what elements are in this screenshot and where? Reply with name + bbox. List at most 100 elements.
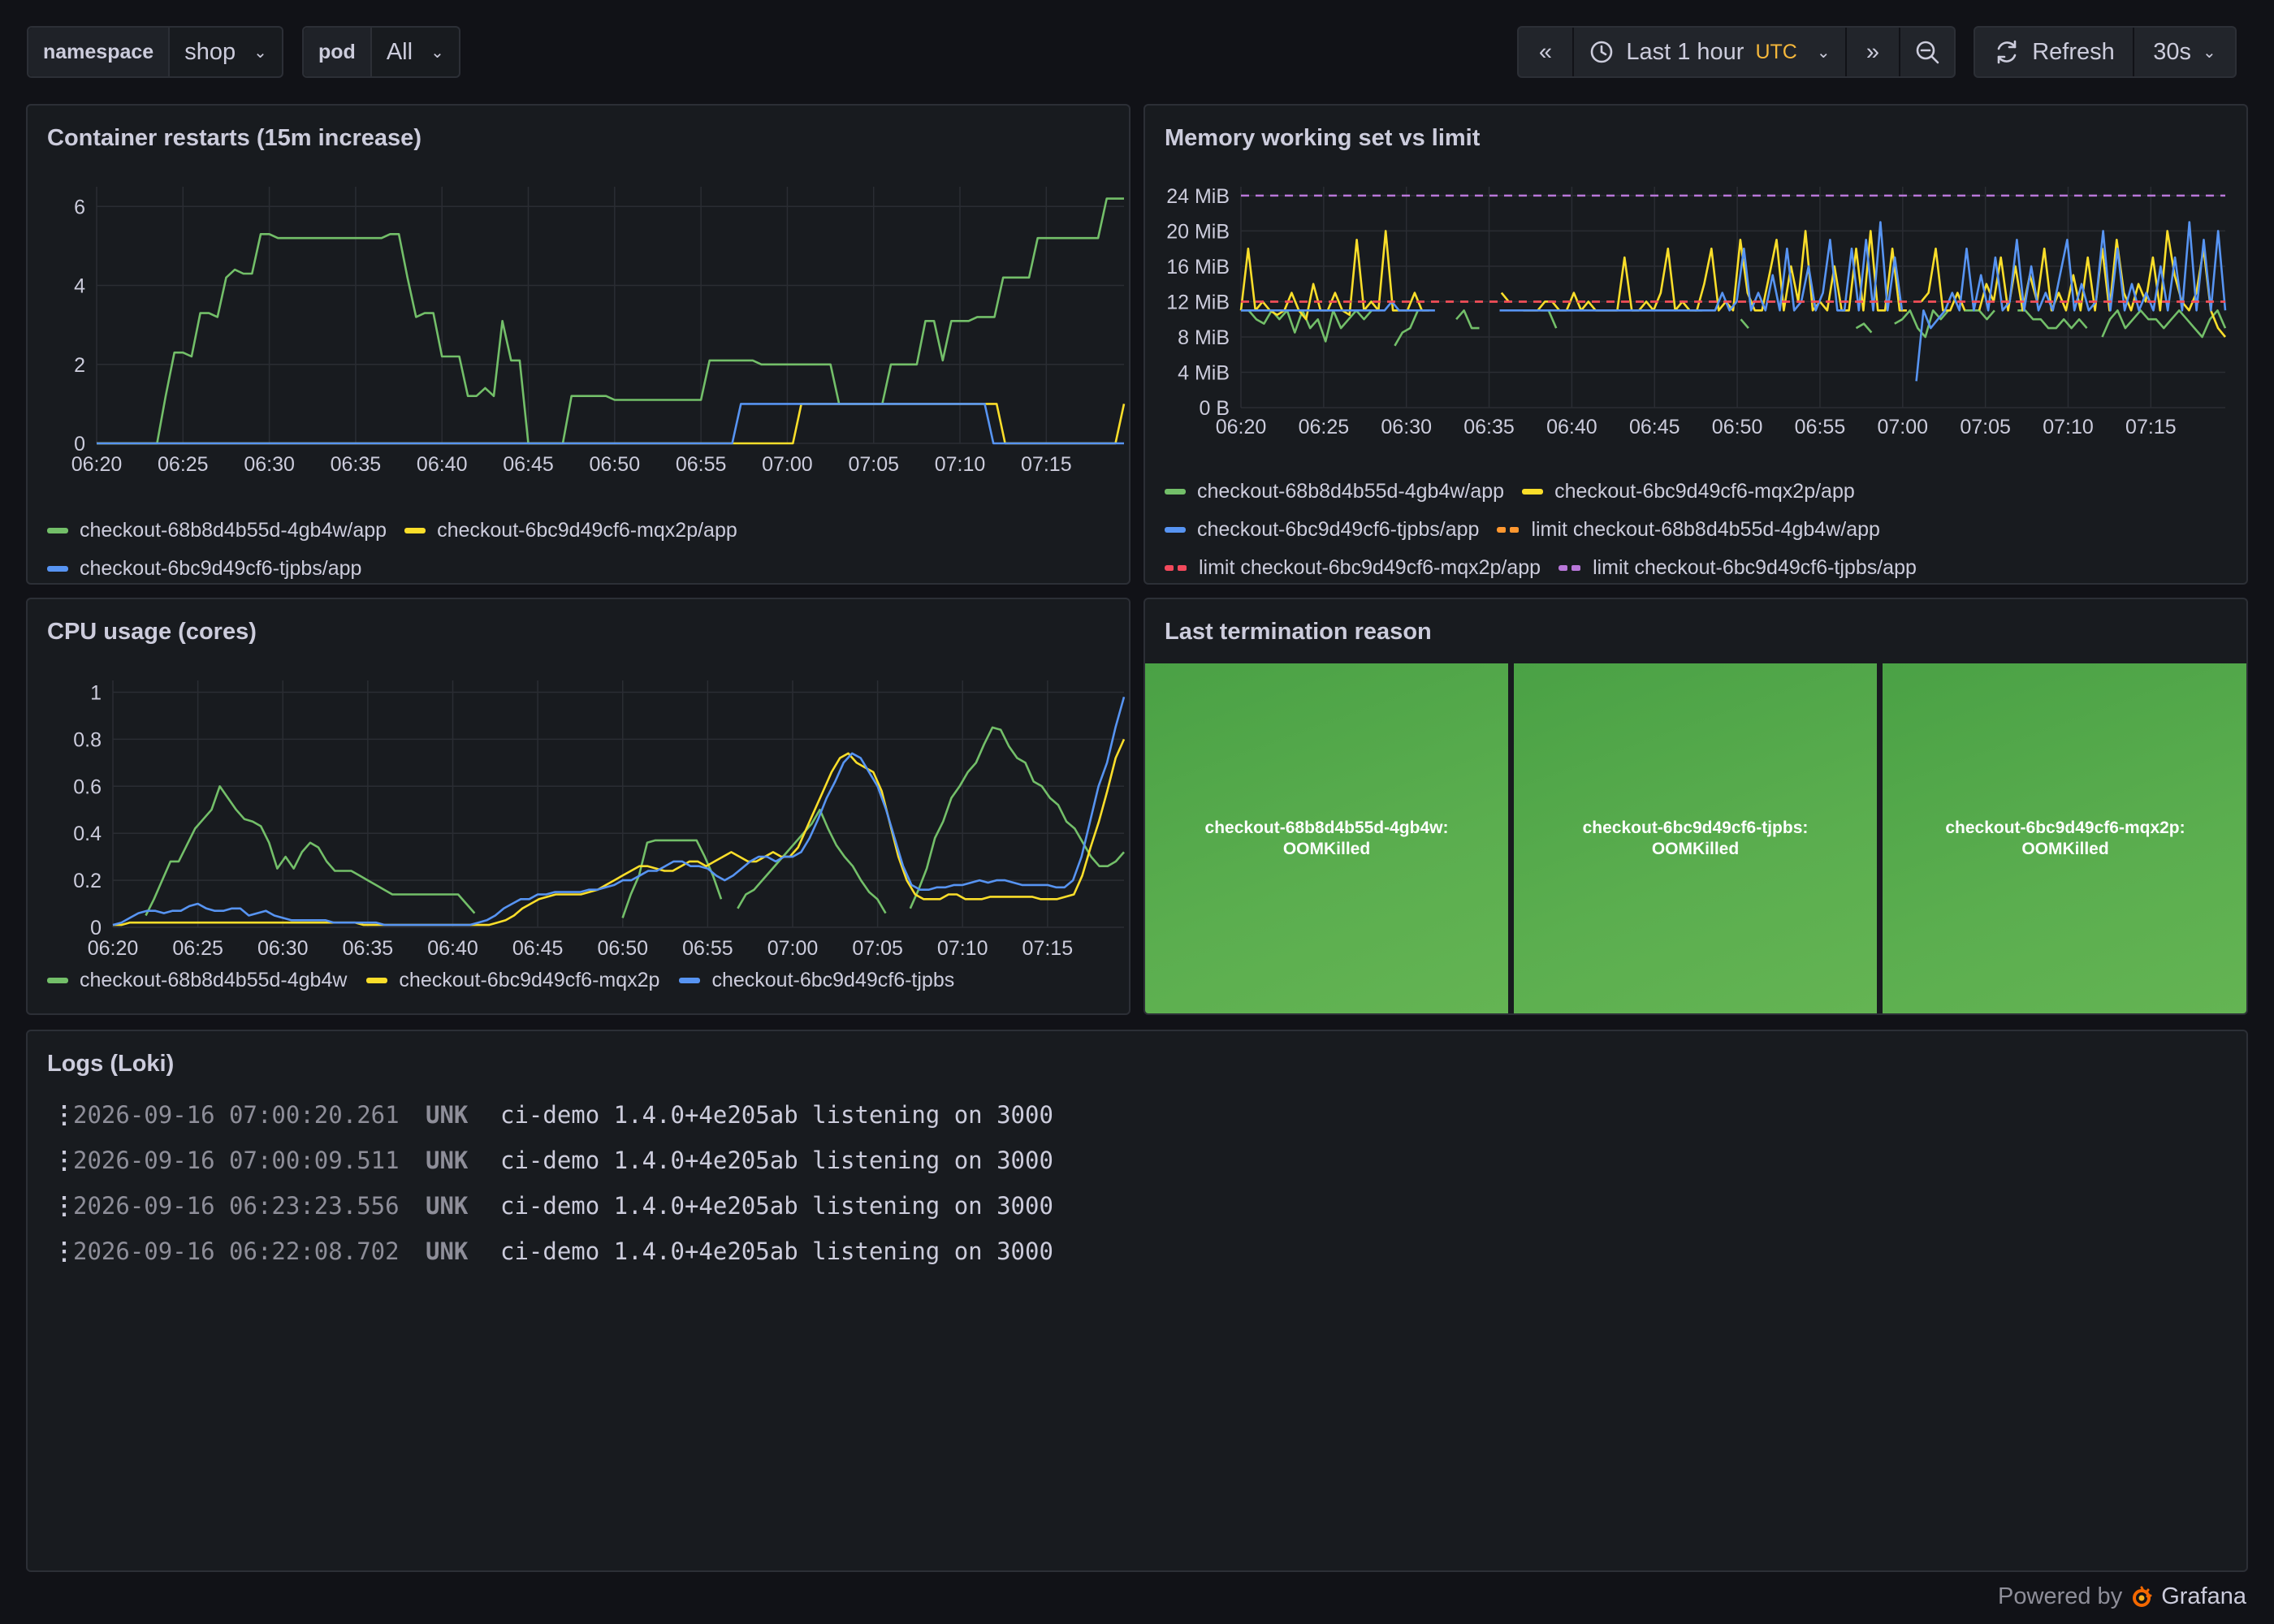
variable-namespace-select[interactable]: shop ⌄ [170, 28, 282, 76]
legend-label: checkout-6bc9d49cf6-tjpbs/app [1197, 518, 1480, 541]
grafana-brand-label[interactable]: Grafana [2161, 1583, 2246, 1609]
log-timestamp: 2026-09-16 07:00:20.261 [73, 1101, 400, 1129]
legend-label: checkout-6bc9d49cf6-mqx2p [399, 969, 660, 991]
panel-title[interactable]: Memory working set vs limit [1165, 125, 1481, 151]
log-row[interactable]: ⋮ 2026-09-16 07:00:20.261 UNK ci-demo 1.4.0… [52, 1095, 1053, 1135]
time-range-button[interactable]: Last 1 hour UTC ⌄ [1574, 28, 1847, 76]
refresh-group: Refresh 30s ⌄ [1974, 26, 2237, 78]
x-tick-label: 07:10 [937, 937, 988, 960]
legend-item[interactable]: checkout-6bc9d49cf6-mqx2p/app [404, 519, 737, 542]
y-tick-label: 4 [74, 275, 85, 298]
y-tick-label: 24 MiB [1166, 185, 1230, 208]
x-tick-label: 06:35 [1463, 416, 1515, 438]
restarts-chart[interactable]: 0 2 4 6 06:20 06:25 06:30 06:35 06:40 06:45 06:50 0… [28, 171, 1129, 512]
refresh-interval-value: 30s [2153, 38, 2191, 65]
variable-pod-select[interactable]: All ⌄ [372, 28, 459, 76]
refresh-button[interactable]: Refresh [1975, 28, 2134, 76]
legend-item[interactable]: checkout-68b8d4b55d-4gb4w/app [1165, 480, 1504, 503]
kebab-icon[interactable]: ⋮ [52, 1237, 76, 1266]
variable-pod-label: pod [304, 28, 372, 76]
kebab-icon[interactable]: ⋮ [52, 1100, 76, 1129]
y-tick-label: 16 MiB [1166, 256, 1230, 279]
time-shift-back-button[interactable]: « [1519, 28, 1574, 76]
kebab-icon[interactable]: ⋮ [52, 1191, 76, 1220]
variable-pod[interactable]: pod All ⌄ [302, 26, 460, 78]
x-tick-label: 07:15 [2125, 416, 2177, 438]
panel-title[interactable]: Last termination reason [1165, 619, 1432, 645]
legend-item[interactable]: checkout-6bc9d49cf6-tjpbs [679, 969, 954, 992]
x-tick-label: 06:40 [417, 453, 468, 476]
series-line [1239, 230, 2227, 338]
variable-namespace[interactable]: namespace shop ⌄ [27, 26, 283, 78]
refresh-interval-select[interactable]: 30s ⌄ [2134, 28, 2235, 76]
legend-item[interactable]: limit checkout-68b8d4b55d-4gb4w/app [1497, 518, 1880, 542]
variable-pod-value: All [386, 38, 413, 65]
termination-tile[interactable]: checkout-68b8d4b55d-4gb4w: OOMKilled [1145, 663, 1508, 1013]
y-tick-label: 1 [90, 681, 102, 704]
panel-termination-reason: Last termination reason checkout-68b8d4b… [1143, 598, 2248, 1015]
refresh-label: Refresh [2032, 38, 2115, 65]
x-tick-label: 06:50 [590, 453, 641, 476]
log-timestamp: 2026-09-16 07:00:09.511 [73, 1147, 400, 1174]
series-line [97, 403, 1124, 445]
legend-item[interactable]: limit checkout-6bc9d49cf6-mqx2p/app [1165, 556, 1541, 580]
y-tick-label: 8 MiB [1178, 326, 1230, 349]
log-row[interactable]: ⋮ 2026-09-16 06:23:23.556 UNK ci-demo 1.4.0… [52, 1186, 1053, 1226]
panel-cpu-usage: CPU usage (cores) 0 0.2 0.4 0.6 0.8 1 06:20 06:… [26, 598, 1131, 1015]
x-tick-label: 06:25 [172, 937, 223, 960]
powered-by-label: Powered by [1998, 1583, 2123, 1609]
y-tick-label: 4 MiB [1178, 361, 1230, 384]
y-tick-label: 0 [90, 917, 102, 939]
chevron-down-icon: ⌄ [253, 43, 267, 62]
legend-item[interactable]: checkout-6bc9d49cf6-mqx2p/app [1522, 480, 1855, 503]
footer: Powered by Grafana [1998, 1583, 2246, 1610]
time-picker-group: « Last 1 hour UTC ⌄ » [1517, 26, 1956, 78]
cpu-chart[interactable]: 0 0.2 0.4 0.6 0.8 1 06:20 06:25 06:30 06:35 06:40 0… [28, 664, 1129, 989]
panel-memory: Memory working set vs limit 0 B 4 MiB 8 Mi… [1143, 104, 2248, 585]
legend-item[interactable]: checkout-6bc9d49cf6-mqx2p [366, 969, 659, 992]
legend-swatch [366, 978, 388, 983]
clock-icon [1591, 41, 1613, 63]
log-message: ci-demo 1.4.0+4e205ab listening on 3000 [500, 1192, 1053, 1220]
x-tick-label: 06:55 [682, 937, 733, 960]
x-tick-label: 07:15 [1021, 453, 1072, 476]
series-line [97, 197, 1124, 445]
legend-swatch [1165, 565, 1187, 571]
tile-text: checkout-68b8d4b55d-4gb4w: OOMKilled [1204, 818, 1449, 858]
x-tick-label: 06:50 [1712, 416, 1763, 438]
log-message: ci-demo 1.4.0+4e205ab listening on 3000 [500, 1147, 1053, 1174]
zoom-out-button[interactable] [1900, 28, 1954, 76]
legend-swatch [404, 528, 426, 533]
kebab-icon[interactable]: ⋮ [52, 1146, 76, 1175]
legend-swatch [1165, 489, 1186, 495]
legend-item[interactable]: checkout-6bc9d49cf6-tjpbs/app [1165, 518, 1479, 542]
y-tick-label: 0.2 [73, 870, 102, 892]
log-row[interactable]: ⋮ 2026-09-16 06:22:08.702 UNK ci-demo 1.4.0… [52, 1231, 1053, 1272]
legend-label: checkout-6bc9d49cf6-mqx2p/app [1554, 480, 1855, 503]
x-tick-label: 06:30 [1381, 416, 1432, 438]
log-row[interactable]: ⋮ 2026-09-16 07:00:09.511 UNK ci-demo 1.4.0… [52, 1140, 1053, 1181]
x-tick-label: 06:20 [1216, 416, 1267, 438]
x-tick-label: 06:45 [1629, 416, 1680, 438]
legend-item[interactable]: checkout-68b8d4b55d-4gb4w/app [47, 519, 387, 542]
panel-title[interactable]: Container restarts (15m increase) [47, 125, 422, 151]
termination-tile[interactable]: checkout-6bc9d49cf6-tjpbs: OOMKilled [1514, 663, 1877, 1013]
log-message: ci-demo 1.4.0+4e205ab listening on 3000 [500, 1237, 1053, 1265]
legend-item[interactable]: limit checkout-6bc9d49cf6-tjpbs/app [1559, 556, 1917, 580]
legend-label: checkout-6bc9d49cf6-tjpbs [711, 969, 955, 991]
legend-item[interactable]: checkout-68b8d4b55d-4gb4w [47, 969, 347, 992]
termination-tile[interactable]: checkout-6bc9d49cf6-mqx2p: OOMKilled [1883, 663, 2246, 1013]
x-tick-label: 07:05 [848, 453, 899, 476]
timezone-label: UTC [1755, 40, 1797, 63]
x-tick-label: 07:00 [762, 453, 813, 476]
legend-item[interactable]: checkout-6bc9d49cf6-tjpbs/app [47, 557, 361, 581]
panel-container-restarts: Container restarts (15m increase) 0 2 4 6 06… [26, 104, 1131, 585]
y-tick-label: 0.8 [73, 728, 102, 751]
memory-chart[interactable]: 0 B 4 MiB 8 MiB 12 MiB 16 MiB 20 MiB 24 MiB 06:… [1145, 171, 2246, 512]
time-shift-forward-button[interactable]: » [1847, 28, 1900, 76]
legend-swatch [679, 978, 701, 983]
time-range-label: Last 1 hour [1626, 38, 1744, 65]
panel-title[interactable]: CPU usage (cores) [47, 619, 257, 645]
panel-title[interactable]: Logs (Loki) [47, 1051, 175, 1077]
y-tick-label: 0.4 [73, 823, 102, 845]
